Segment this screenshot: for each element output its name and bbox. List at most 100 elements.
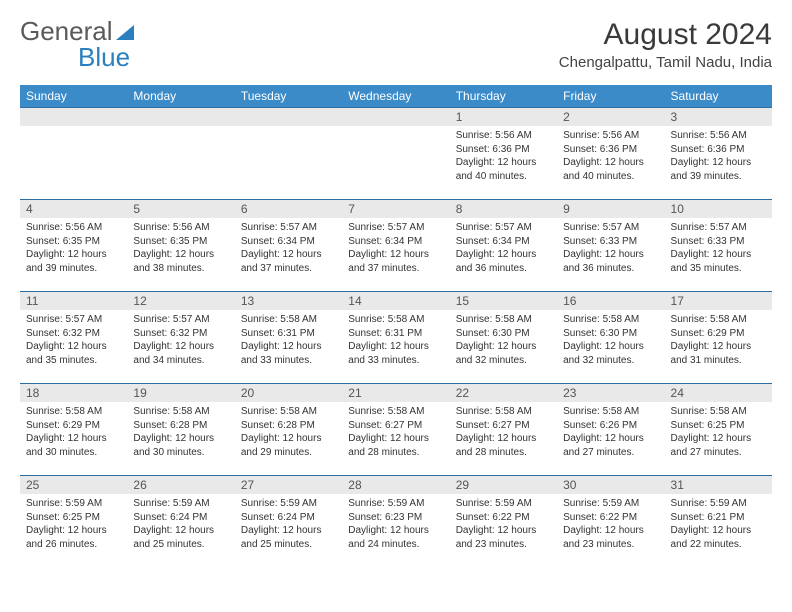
sunrise-line: Sunrise: 5:59 AM <box>348 497 443 511</box>
sunset-line: Sunset: 6:34 PM <box>456 235 551 249</box>
calendar-day-cell: 20Sunrise: 5:58 AMSunset: 6:28 PMDayligh… <box>235 384 342 476</box>
day-number: 12 <box>127 292 234 310</box>
day-details: Sunrise: 5:57 AMSunset: 6:34 PMDaylight:… <box>450 218 557 279</box>
sunset-line: Sunset: 6:33 PM <box>671 235 766 249</box>
sunset-line: Sunset: 6:32 PM <box>133 327 228 341</box>
sunset-line: Sunset: 6:24 PM <box>133 511 228 525</box>
daylight-line: Daylight: 12 hours and 39 minutes. <box>671 156 766 183</box>
calendar-table: SundayMondayTuesdayWednesdayThursdayFrid… <box>20 85 772 568</box>
calendar-day-cell: 5Sunrise: 5:56 AMSunset: 6:35 PMDaylight… <box>127 200 234 292</box>
day-details: Sunrise: 5:57 AMSunset: 6:32 PMDaylight:… <box>20 310 127 371</box>
calendar-day-cell: 8Sunrise: 5:57 AMSunset: 6:34 PMDaylight… <box>450 200 557 292</box>
day-details <box>235 126 342 133</box>
sunrise-line: Sunrise: 5:58 AM <box>348 313 443 327</box>
calendar-day-cell: 19Sunrise: 5:58 AMSunset: 6:28 PMDayligh… <box>127 384 234 476</box>
day-details: Sunrise: 5:58 AMSunset: 6:29 PMDaylight:… <box>665 310 772 371</box>
day-number: 10 <box>665 200 772 218</box>
sunset-line: Sunset: 6:36 PM <box>671 143 766 157</box>
day-details: Sunrise: 5:58 AMSunset: 6:27 PMDaylight:… <box>342 402 449 463</box>
day-number: 20 <box>235 384 342 402</box>
day-number: 23 <box>557 384 664 402</box>
sunrise-line: Sunrise: 5:58 AM <box>26 405 121 419</box>
sunrise-line: Sunrise: 5:59 AM <box>671 497 766 511</box>
day-number: 4 <box>20 200 127 218</box>
day-details: Sunrise: 5:56 AMSunset: 6:36 PMDaylight:… <box>665 126 772 187</box>
daylight-line: Daylight: 12 hours and 22 minutes. <box>671 524 766 551</box>
day-details: Sunrise: 5:58 AMSunset: 6:27 PMDaylight:… <box>450 402 557 463</box>
day-number: 2 <box>557 108 664 126</box>
day-number: 13 <box>235 292 342 310</box>
calendar-empty-cell <box>342 108 449 200</box>
sunrise-line: Sunrise: 5:58 AM <box>133 405 228 419</box>
daylight-line: Daylight: 12 hours and 23 minutes. <box>456 524 551 551</box>
sunrise-line: Sunrise: 5:57 AM <box>671 221 766 235</box>
calendar-day-cell: 10Sunrise: 5:57 AMSunset: 6:33 PMDayligh… <box>665 200 772 292</box>
day-details: Sunrise: 5:59 AMSunset: 6:22 PMDaylight:… <box>557 494 664 555</box>
sunset-line: Sunset: 6:33 PM <box>563 235 658 249</box>
calendar-row: 4Sunrise: 5:56 AMSunset: 6:35 PMDaylight… <box>20 200 772 292</box>
daylight-line: Daylight: 12 hours and 33 minutes. <box>241 340 336 367</box>
daylight-line: Daylight: 12 hours and 25 minutes. <box>241 524 336 551</box>
day-details: Sunrise: 5:59 AMSunset: 6:24 PMDaylight:… <box>127 494 234 555</box>
weekday-header: Tuesday <box>235 85 342 108</box>
sunset-line: Sunset: 6:29 PM <box>26 419 121 433</box>
sunrise-line: Sunrise: 5:59 AM <box>133 497 228 511</box>
calendar-day-cell: 30Sunrise: 5:59 AMSunset: 6:22 PMDayligh… <box>557 476 664 568</box>
calendar-day-cell: 25Sunrise: 5:59 AMSunset: 6:25 PMDayligh… <box>20 476 127 568</box>
weekday-header: Friday <box>557 85 664 108</box>
sunset-line: Sunset: 6:36 PM <box>563 143 658 157</box>
day-number <box>127 108 234 126</box>
daylight-line: Daylight: 12 hours and 31 minutes. <box>671 340 766 367</box>
day-details: Sunrise: 5:58 AMSunset: 6:29 PMDaylight:… <box>20 402 127 463</box>
sunrise-line: Sunrise: 5:56 AM <box>671 129 766 143</box>
weekday-header: Saturday <box>665 85 772 108</box>
daylight-line: Daylight: 12 hours and 33 minutes. <box>348 340 443 367</box>
daylight-line: Daylight: 12 hours and 36 minutes. <box>456 248 551 275</box>
day-details: Sunrise: 5:58 AMSunset: 6:28 PMDaylight:… <box>235 402 342 463</box>
sunset-line: Sunset: 6:30 PM <box>563 327 658 341</box>
sunset-line: Sunset: 6:34 PM <box>348 235 443 249</box>
day-number: 22 <box>450 384 557 402</box>
sunset-line: Sunset: 6:36 PM <box>456 143 551 157</box>
day-details: Sunrise: 5:57 AMSunset: 6:33 PMDaylight:… <box>665 218 772 279</box>
day-number: 17 <box>665 292 772 310</box>
sunset-line: Sunset: 6:22 PM <box>563 511 658 525</box>
sunrise-line: Sunrise: 5:57 AM <box>348 221 443 235</box>
daylight-line: Daylight: 12 hours and 35 minutes. <box>671 248 766 275</box>
calendar-day-cell: 18Sunrise: 5:58 AMSunset: 6:29 PMDayligh… <box>20 384 127 476</box>
day-number <box>342 108 449 126</box>
day-details: Sunrise: 5:58 AMSunset: 6:31 PMDaylight:… <box>342 310 449 371</box>
sunrise-line: Sunrise: 5:59 AM <box>241 497 336 511</box>
sunrise-line: Sunrise: 5:58 AM <box>348 405 443 419</box>
sunrise-line: Sunrise: 5:57 AM <box>456 221 551 235</box>
brand-logo: GeneralBlue <box>20 18 134 70</box>
day-details: Sunrise: 5:57 AMSunset: 6:34 PMDaylight:… <box>235 218 342 279</box>
sunrise-line: Sunrise: 5:56 AM <box>456 129 551 143</box>
daylight-line: Daylight: 12 hours and 26 minutes. <box>26 524 121 551</box>
daylight-line: Daylight: 12 hours and 40 minutes. <box>563 156 658 183</box>
day-number: 7 <box>342 200 449 218</box>
daylight-line: Daylight: 12 hours and 30 minutes. <box>26 432 121 459</box>
day-details: Sunrise: 5:58 AMSunset: 6:30 PMDaylight:… <box>557 310 664 371</box>
calendar-day-cell: 28Sunrise: 5:59 AMSunset: 6:23 PMDayligh… <box>342 476 449 568</box>
daylight-line: Daylight: 12 hours and 36 minutes. <box>563 248 658 275</box>
day-number: 5 <box>127 200 234 218</box>
day-number: 24 <box>665 384 772 402</box>
daylight-line: Daylight: 12 hours and 27 minutes. <box>671 432 766 459</box>
daylight-line: Daylight: 12 hours and 28 minutes. <box>348 432 443 459</box>
daylight-line: Daylight: 12 hours and 23 minutes. <box>563 524 658 551</box>
day-details: Sunrise: 5:58 AMSunset: 6:26 PMDaylight:… <box>557 402 664 463</box>
day-number <box>235 108 342 126</box>
calendar-row: 11Sunrise: 5:57 AMSunset: 6:32 PMDayligh… <box>20 292 772 384</box>
calendar-day-cell: 2Sunrise: 5:56 AMSunset: 6:36 PMDaylight… <box>557 108 664 200</box>
sunrise-line: Sunrise: 5:57 AM <box>241 221 336 235</box>
daylight-line: Daylight: 12 hours and 32 minutes. <box>563 340 658 367</box>
sunrise-line: Sunrise: 5:59 AM <box>563 497 658 511</box>
day-details: Sunrise: 5:56 AMSunset: 6:35 PMDaylight:… <box>20 218 127 279</box>
day-details: Sunrise: 5:58 AMSunset: 6:28 PMDaylight:… <box>127 402 234 463</box>
daylight-line: Daylight: 12 hours and 40 minutes. <box>456 156 551 183</box>
calendar-day-cell: 9Sunrise: 5:57 AMSunset: 6:33 PMDaylight… <box>557 200 664 292</box>
day-number: 29 <box>450 476 557 494</box>
sunrise-line: Sunrise: 5:57 AM <box>563 221 658 235</box>
day-details: Sunrise: 5:58 AMSunset: 6:30 PMDaylight:… <box>450 310 557 371</box>
